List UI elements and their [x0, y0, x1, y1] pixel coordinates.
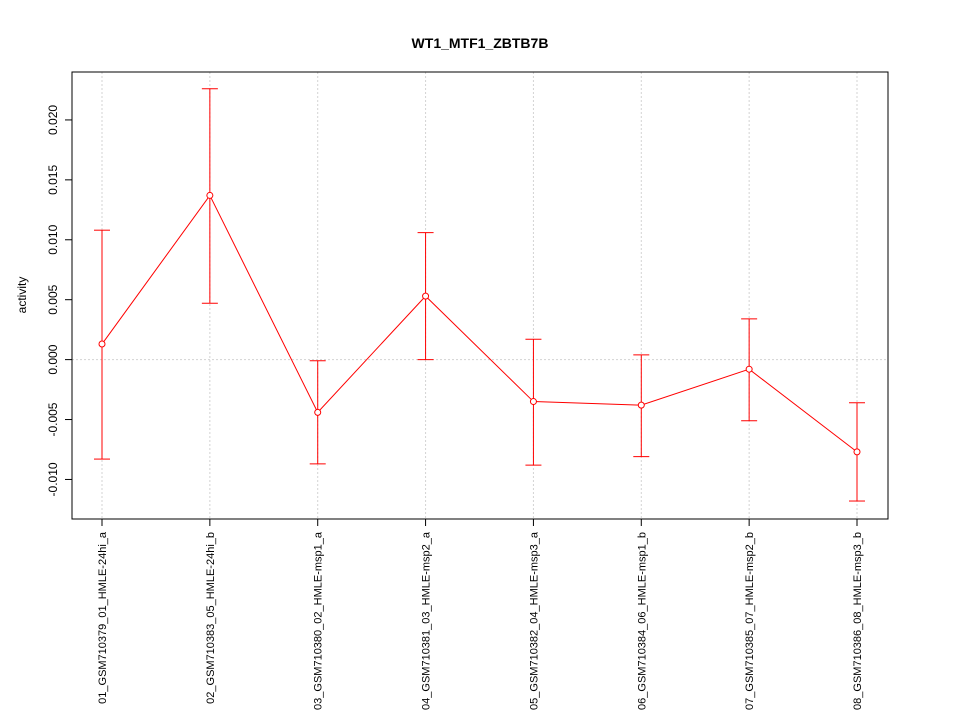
y-tick-label: -0.010 [46, 462, 60, 496]
x-tick-label: 04_GSM710381_03_HMLE-msp2_a [421, 531, 433, 710]
data-point [206, 191, 214, 199]
data-point [314, 408, 322, 416]
x-tick-label: 05_GSM710382_04_HMLE-msp3_a [528, 531, 540, 710]
x-tick-label: 02_GSM710383_05_HMLE-24hi_b [205, 532, 217, 704]
y-tick-label: 0.005 [46, 284, 60, 314]
y-axis-label: activity [15, 277, 29, 314]
x-tick-label: 01_GSM710379_01_HMLE-24hi_a [97, 531, 109, 704]
data-point [529, 398, 537, 406]
data-point [745, 365, 753, 373]
x-tick-label: 06_GSM710384_06_HMLE-msp1_b [636, 532, 648, 710]
chart-title: WT1_MTF1_ZBTB7B [412, 35, 549, 51]
x-tick-label: 03_GSM710380_02_HMLE-msp1_a [313, 531, 325, 710]
plot-frame [71, 71, 889, 520]
grid [72, 72, 888, 519]
data-point [422, 292, 430, 300]
data-point [98, 340, 106, 348]
y-tick-label: -0.005 [46, 402, 60, 436]
y-tick-label: 0.000 [46, 344, 60, 374]
y-axis: -0.010 -0.005 0.000 0.005 0.010 0.015 0.020 [46, 105, 73, 496]
data-point [853, 448, 861, 456]
series-line [101, 194, 858, 453]
data-series [94, 88, 865, 502]
x-tick-label: 07_GSM710385_07_HMLE-msp2_b [744, 532, 756, 710]
y-tick-label: 0.015 [46, 165, 60, 195]
y-tick-label: 0.020 [46, 105, 60, 135]
x-axis: 01_GSM710379_01_HMLE-24hi_a 02_GSM710383_… [97, 518, 864, 710]
y-tick-label: 0.010 [46, 224, 60, 254]
data-point [637, 401, 645, 409]
x-tick-label: 08_GSM710386_08_HMLE-msp3_b [852, 532, 864, 710]
